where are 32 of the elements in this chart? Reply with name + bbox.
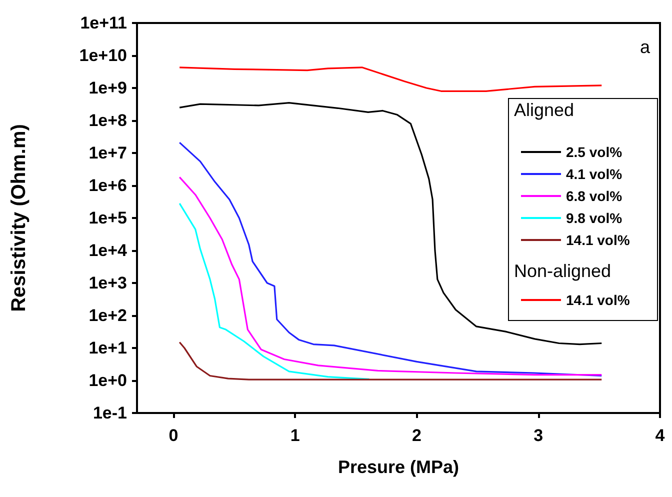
legend-label: 4.1 vol% [566,166,623,182]
legend-label: 9.8 vol% [566,210,623,226]
y-axis-title: Resistivity (Ohm.m) [8,124,30,312]
y-tick-label: 1e+6 [88,176,127,195]
legend-label: 14.1 vol% [566,232,630,248]
x-axis-title: Presure (MPa) [338,457,460,477]
legend-title: Aligned [514,100,574,120]
y-tick-label: 1e+11 [80,14,127,32]
line-series [178,202,370,380]
line-series [178,66,602,92]
x-tick-label: 1 [290,426,300,445]
legend-label: 14.1 vol% [566,292,630,308]
y-tick-label: 1e+7 [88,144,127,162]
y-tick-label: 1e+0 [88,371,127,390]
y-tick-label: 1e+9 [88,78,127,98]
x-tick-label: 3 [534,426,544,445]
legend-label: 2.5 vol% [566,144,623,160]
y-tick-label: 1e-1 [92,404,127,422]
y-tick-label: 1e+2 [88,306,127,325]
legend-label: 6.8 vol% [566,188,623,204]
x-tick-label: 4 [655,426,666,445]
y-tick-label: 1e+8 [88,111,127,130]
y-tick-label: 1e+5 [88,208,127,228]
y-tick-label: 1e+1 [88,338,127,358]
line-series [178,341,602,380]
annotation: Non-aligned [514,261,612,281]
x-tick-label: 0 [168,426,178,445]
y-tick-label: 1e+4 [88,241,128,260]
x-tick-label: 2 [412,426,422,445]
y-tick-label: 1e+3 [88,274,127,292]
y-tick-label: 1e+10 [79,46,127,65]
annotation: a [640,37,651,57]
